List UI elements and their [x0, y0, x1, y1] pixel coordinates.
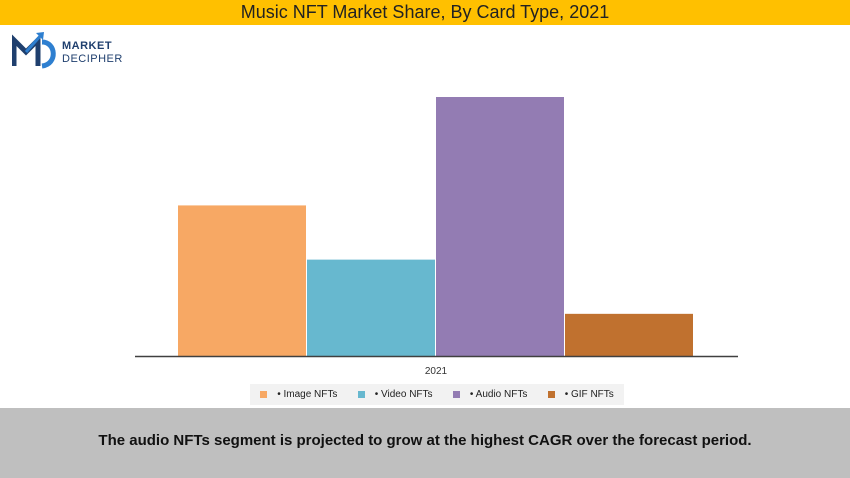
legend-swatch [452, 391, 460, 398]
bar-image-nfts [178, 205, 306, 356]
logo-text-decipher: DECIPHER [62, 53, 123, 65]
footer-note: The audio NFTs segment is projected to g… [0, 408, 850, 478]
bar-chart: 2021 [135, 97, 738, 377]
legend-item: • Image NFTs [260, 389, 337, 400]
legend-item: • Video NFTs [357, 389, 433, 400]
bar-video-nfts [307, 259, 435, 356]
legend-label: • GIF NFTs [564, 389, 614, 400]
chart-legend: • Image NFTs • Video NFTs • Audio NFTs • GI… [250, 384, 624, 405]
chart-title: Music NFT Market Share, By Card Type, 20… [0, 0, 850, 25]
legend-swatch [260, 391, 268, 398]
logo-text-market: MARKET [62, 40, 113, 52]
legend-item: • GIF NFTs [547, 389, 614, 400]
md-logo-icon [12, 32, 56, 69]
x-tick-label: 2021 [425, 366, 448, 377]
legend-item: • Audio NFTs [452, 389, 528, 400]
legend-swatch [357, 391, 365, 398]
legend-swatch [547, 391, 555, 398]
market-decipher-logo: MARKET DECIPHER [12, 30, 142, 70]
bar-audio-nfts [436, 97, 564, 356]
legend-label: • Image NFTs [277, 389, 338, 400]
legend-label: • Video NFTs [374, 389, 433, 400]
bar-gif-nfts [565, 313, 693, 356]
legend-label: • Audio NFTs [469, 389, 528, 400]
